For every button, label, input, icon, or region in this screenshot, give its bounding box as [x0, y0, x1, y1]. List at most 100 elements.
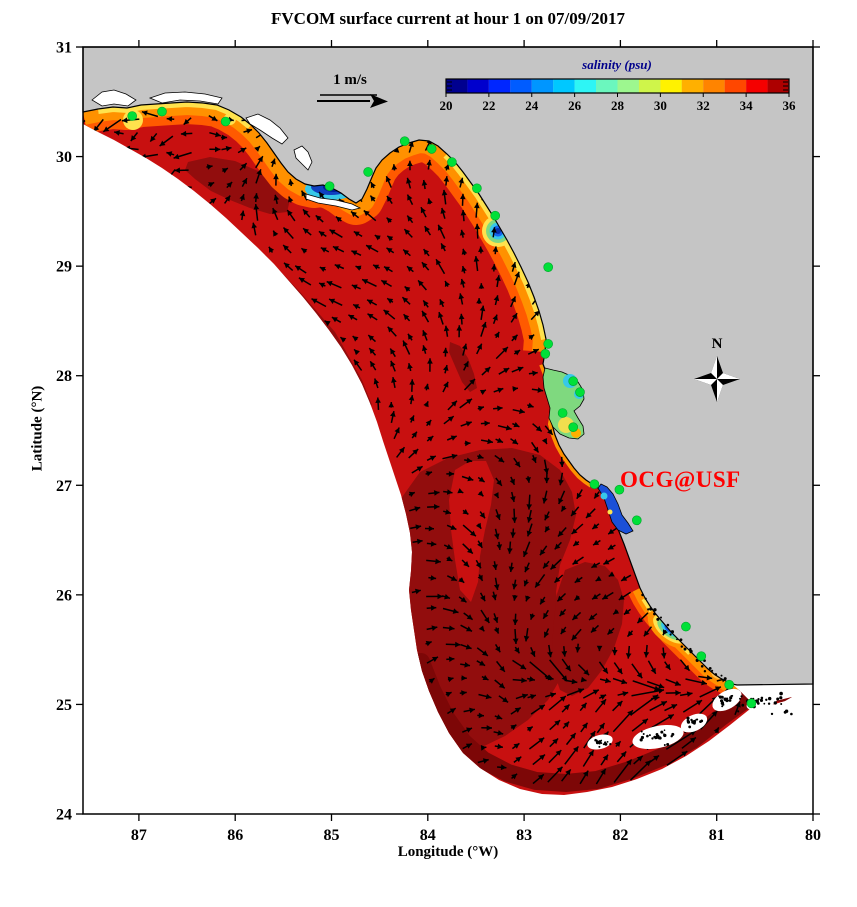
coast-speckle — [700, 665, 704, 668]
current-vector — [315, 214, 324, 223]
x-tick-label: 87 — [131, 827, 147, 844]
current-vector — [734, 701, 741, 716]
current-vector — [544, 511, 550, 521]
current-vector — [512, 613, 519, 626]
current-vector — [492, 314, 498, 325]
current-vector — [561, 768, 572, 782]
current-vector — [544, 526, 551, 533]
current-vector — [561, 703, 571, 713]
current-vector — [510, 296, 517, 308]
current-vector — [402, 249, 411, 257]
current-vector — [494, 528, 500, 540]
current-vector — [573, 594, 581, 601]
colorbar-tick-label: 30 — [654, 98, 667, 113]
current-vector — [447, 400, 458, 411]
current-vector — [426, 625, 438, 631]
current-vector — [527, 348, 540, 355]
station-marker — [490, 210, 501, 221]
current-vector — [159, 135, 174, 147]
coast-speckle — [708, 667, 712, 670]
scale-arrow-label: 1 m/s — [333, 72, 367, 88]
current-vector — [530, 441, 540, 453]
island-speckle — [686, 720, 691, 724]
current-vector — [390, 360, 396, 372]
current-vector — [682, 699, 703, 713]
current-vector — [406, 194, 414, 206]
current-vector — [477, 405, 485, 412]
current-vector — [561, 646, 568, 657]
current-vector — [389, 348, 396, 358]
sarasota-estuary-water — [600, 492, 608, 500]
current-vector — [255, 169, 262, 184]
current-vector — [580, 676, 587, 683]
current-vector — [647, 660, 657, 675]
keys-speckle — [790, 712, 793, 716]
current-vector — [493, 577, 500, 591]
island-speckle — [598, 745, 601, 748]
current-vector — [643, 626, 653, 637]
current-vector — [600, 754, 609, 766]
island-speckle — [648, 734, 651, 737]
current-vector — [513, 457, 521, 468]
current-vector — [576, 489, 583, 500]
current-vector — [493, 387, 504, 393]
current-vector — [478, 283, 485, 289]
current-vector — [572, 540, 580, 547]
current-vector — [603, 557, 615, 565]
current-vector — [273, 173, 279, 186]
current-vector — [460, 662, 471, 668]
current-vector — [365, 244, 379, 253]
current-vector — [480, 420, 490, 427]
current-vector — [558, 472, 564, 486]
current-vector — [441, 189, 448, 205]
station-marker — [157, 106, 167, 117]
island-speckle — [598, 740, 602, 744]
current-vector — [302, 208, 311, 218]
current-vector — [476, 343, 483, 355]
current-vector — [443, 364, 449, 374]
island-speckle — [663, 744, 666, 746]
colorbar-cell — [681, 79, 704, 93]
island-speckle — [604, 741, 607, 744]
keys-speckle — [779, 696, 783, 700]
colorbar-cell — [488, 79, 511, 93]
keys-speckle — [776, 697, 780, 701]
current-vector — [272, 230, 279, 237]
island-speckle — [602, 743, 605, 746]
station-marker — [447, 157, 457, 167]
current-vector — [409, 415, 415, 423]
current-vector — [380, 279, 392, 288]
colorbar-cell — [724, 79, 747, 93]
current-vector — [442, 453, 458, 460]
current-vector — [446, 524, 457, 531]
current-vector — [300, 247, 308, 254]
y-tick-label: 29 — [56, 259, 72, 276]
current-vector — [685, 678, 708, 686]
current-vector — [130, 132, 139, 142]
current-vector — [525, 595, 531, 602]
current-vector — [571, 611, 582, 621]
colorbar-tick-label: 32 — [697, 98, 710, 113]
current-vector — [318, 230, 327, 238]
current-vector — [616, 751, 627, 763]
current-vector — [496, 660, 506, 673]
coast-speckle — [656, 617, 660, 621]
current-vector — [427, 358, 433, 372]
current-vector — [410, 524, 422, 530]
y-tick-label: 30 — [56, 149, 72, 166]
coastal-bay — [293, 145, 313, 171]
current-vector — [679, 659, 691, 672]
current-vector — [348, 314, 358, 321]
current-vector — [458, 313, 465, 325]
current-vector — [386, 297, 394, 304]
current-vector — [477, 453, 484, 459]
plot-frame — [82, 46, 814, 815]
current-vector — [458, 596, 467, 603]
island-speckle — [696, 718, 699, 721]
current-vector — [495, 275, 501, 288]
current-vector — [461, 559, 470, 568]
current-vector — [681, 736, 697, 749]
current-vector — [608, 571, 615, 578]
island-speckle — [768, 696, 772, 701]
